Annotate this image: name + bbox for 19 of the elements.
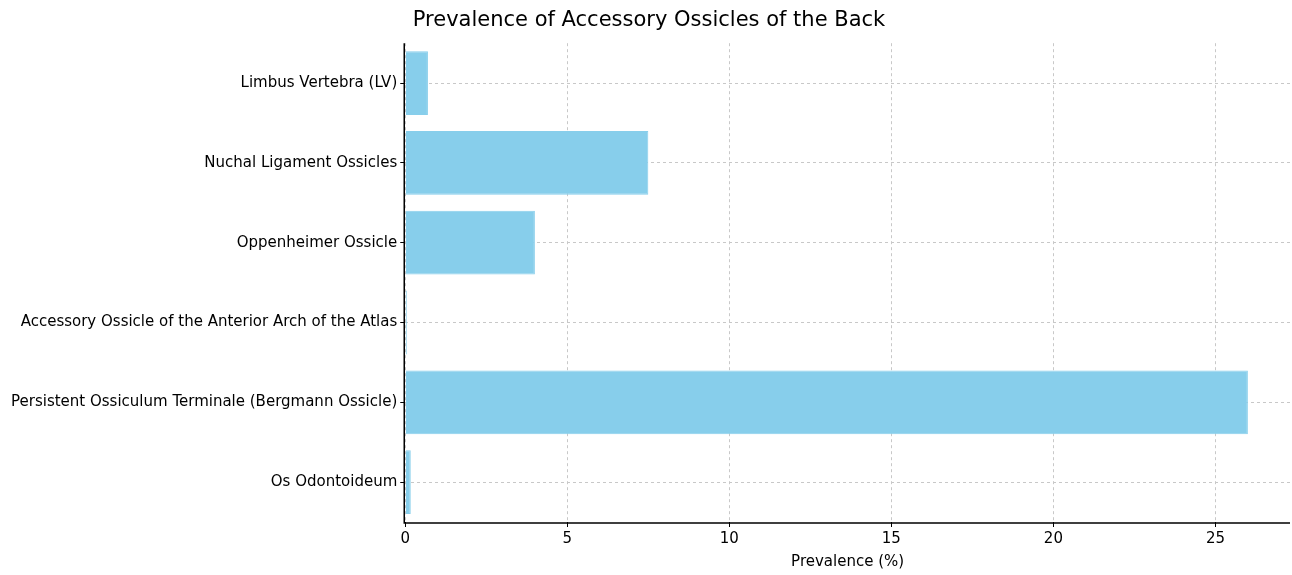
x-tick-label: 0 bbox=[400, 528, 411, 547]
bar bbox=[405, 51, 428, 116]
bar bbox=[405, 370, 1248, 435]
y-tick-label: Persistent Ossiculum Terminale (Bergmann Ossicle) bbox=[11, 392, 398, 411]
x-axis-title: Prevalence (%) bbox=[791, 551, 905, 570]
y-tick-label: Oppenheimer Ossicle bbox=[236, 232, 398, 251]
x-tick-label: 10 bbox=[719, 528, 739, 547]
y-tick-label: Limbus Vertebra (LV) bbox=[240, 72, 398, 91]
x-tick-label: 5 bbox=[562, 528, 573, 547]
chart-title: Prevalence of Accessory Ossicles of the Back bbox=[412, 7, 887, 32]
y-tick-label: Nuchal Ligament Ossicles bbox=[204, 152, 398, 171]
y-tick-label: Accessory Ossicle of the Anterior Arch of the Atlas bbox=[20, 312, 398, 331]
bar bbox=[405, 210, 535, 275]
x-tick-label: 20 bbox=[1043, 528, 1063, 547]
bar bbox=[405, 450, 411, 515]
bar bbox=[405, 130, 649, 195]
x-tick-label: 25 bbox=[1205, 528, 1226, 547]
x-tick-label: 15 bbox=[881, 528, 901, 547]
y-tick-label: Os Odontoideum bbox=[270, 471, 398, 490]
